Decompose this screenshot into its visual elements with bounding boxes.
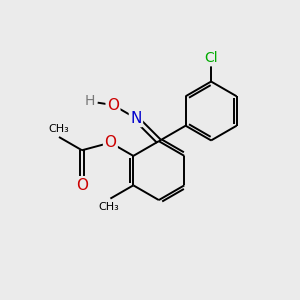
Text: CH₃: CH₃ [98,202,119,212]
Text: O: O [107,98,119,112]
Text: H: H [85,94,95,108]
Text: O: O [104,135,116,150]
Text: Cl: Cl [204,51,218,65]
Text: N: N [130,111,142,126]
Text: O: O [76,178,88,193]
Text: CH₃: CH₃ [49,124,69,134]
